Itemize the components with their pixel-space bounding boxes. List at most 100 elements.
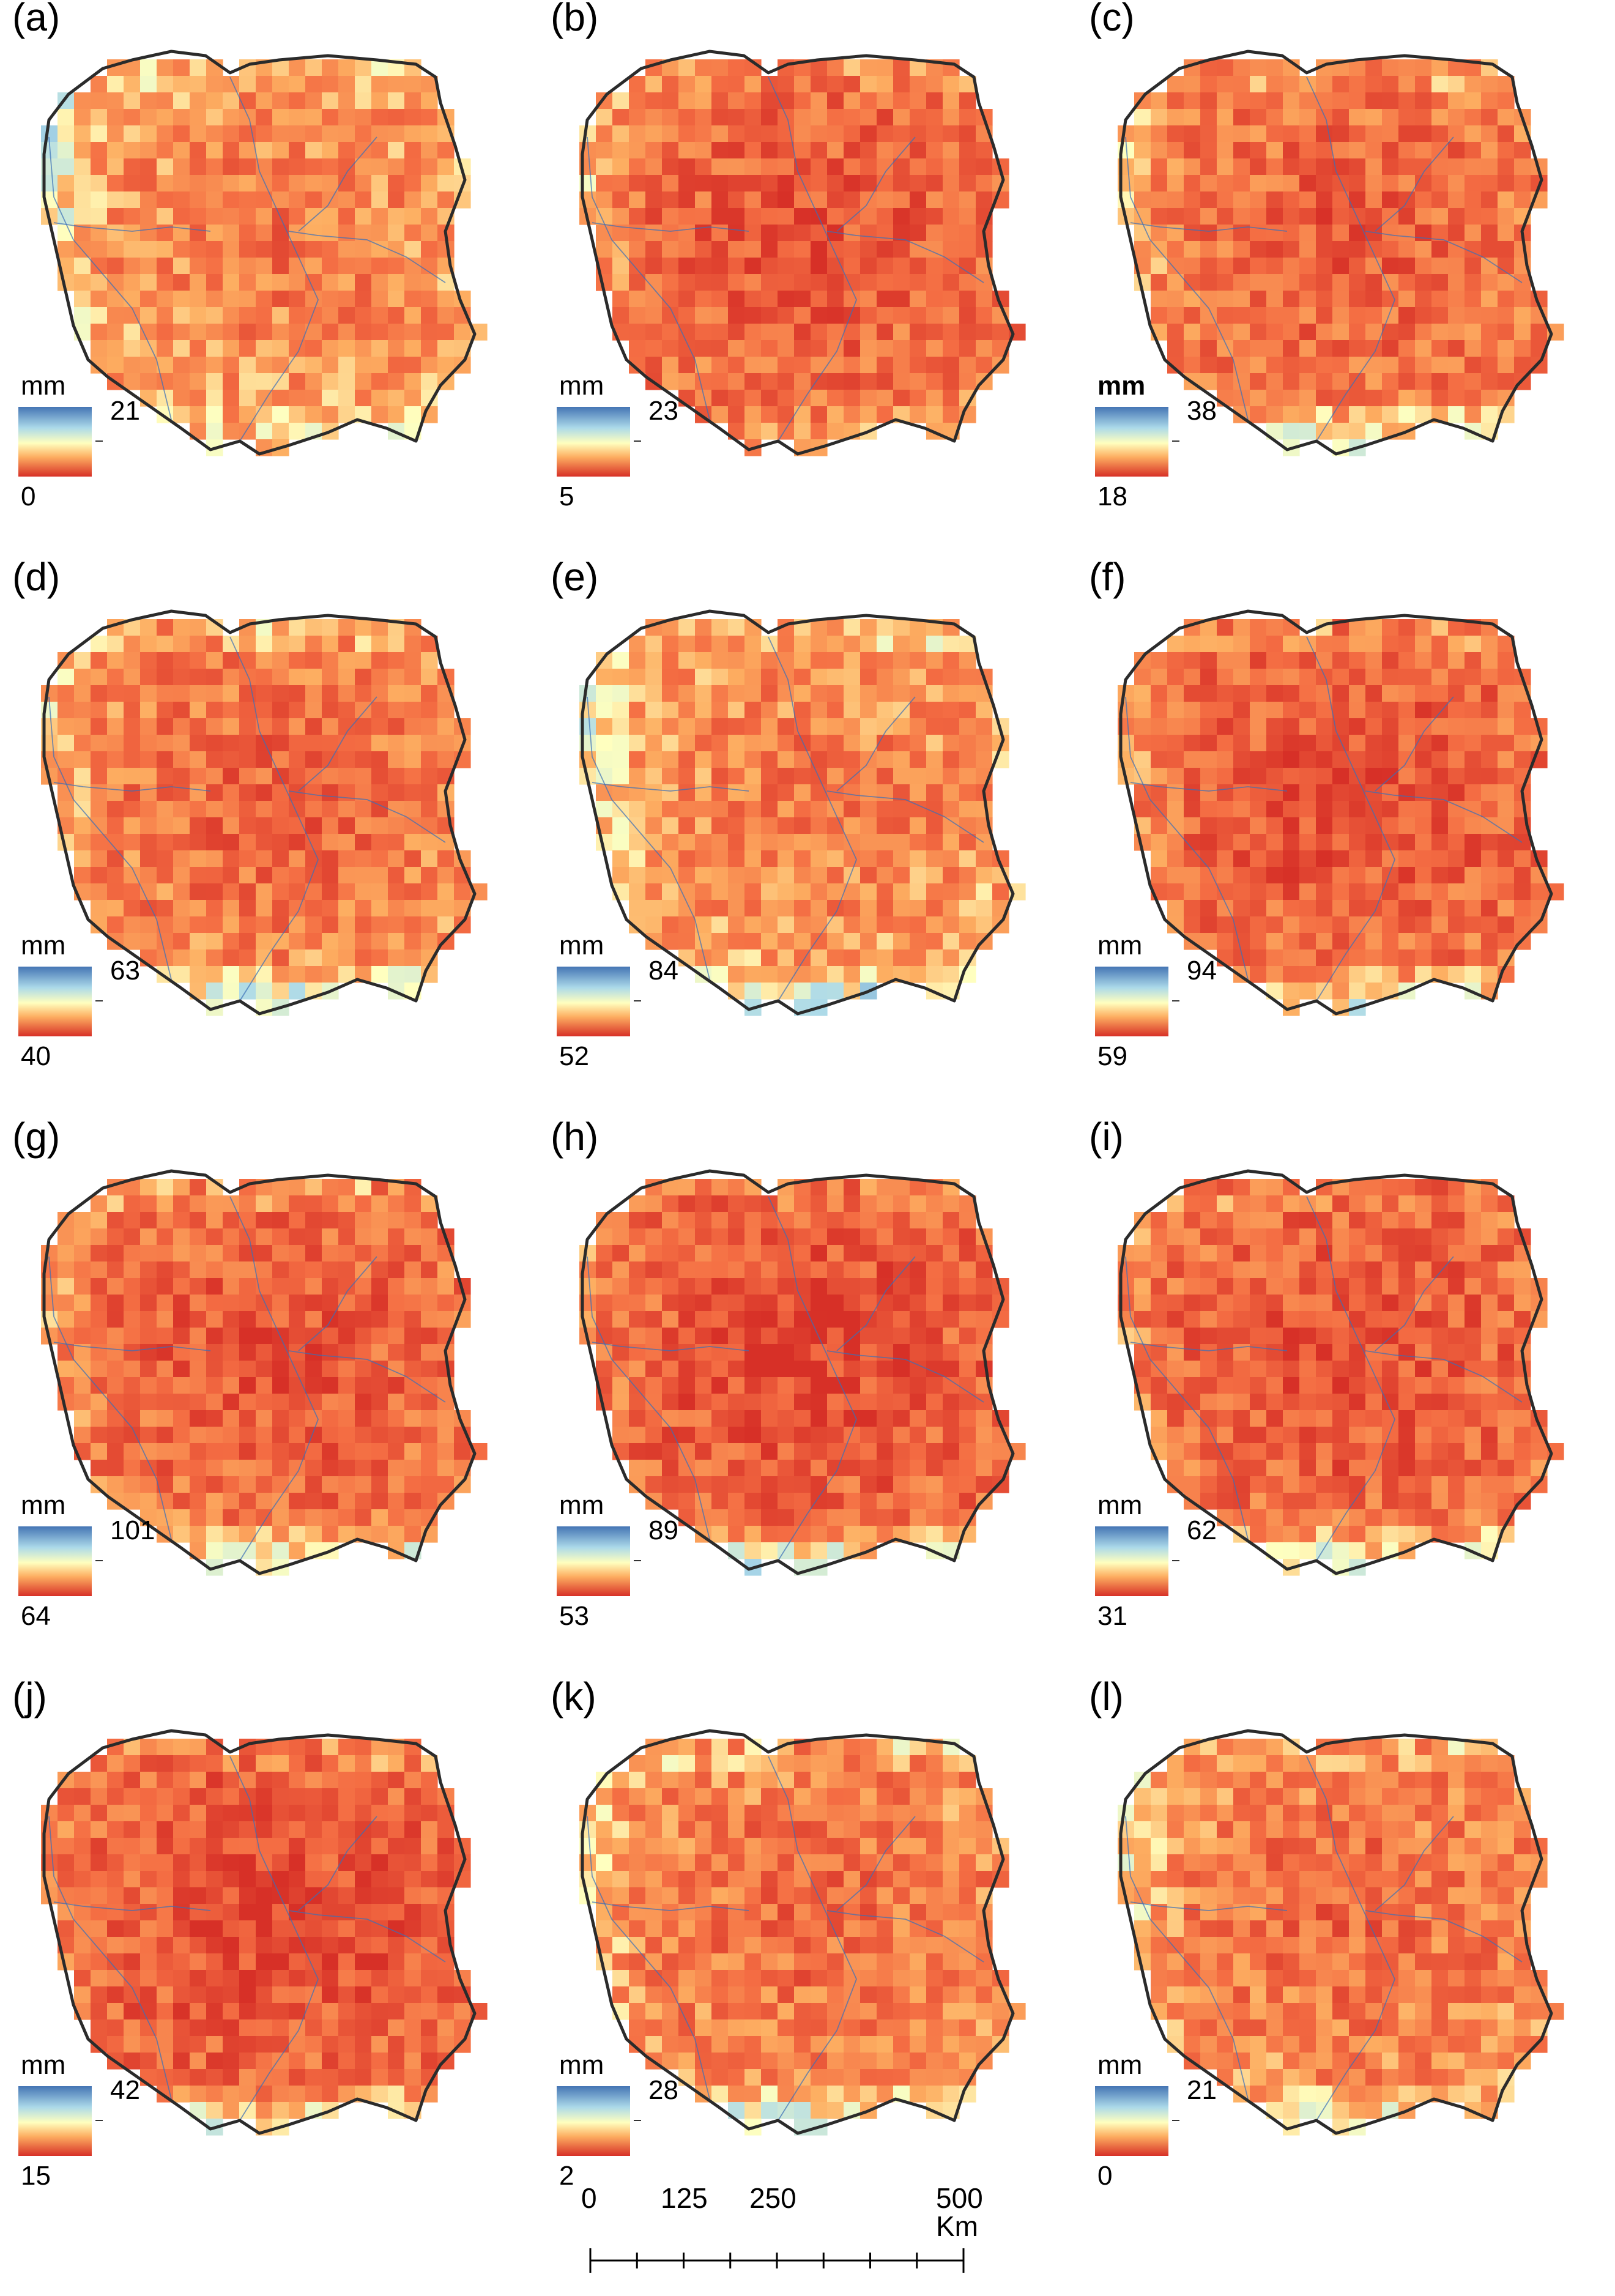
river-line-4 (298, 1816, 377, 1911)
panel-letter: (l) (1089, 1674, 1124, 1718)
river-line-2 (1365, 1910, 1523, 1963)
river-line-4 (298, 696, 377, 792)
map-panel-j: (j) mm 42 15 (0, 1677, 526, 2205)
legend-max-value: 38 (1187, 396, 1217, 426)
legend-unit: mm (21, 1490, 66, 1520)
map-panel-k: (k) mm 28 2 (538, 1677, 1064, 2205)
legend-unit: mm (21, 931, 66, 960)
country-border (42, 50, 477, 456)
map-panel-c: (c) mm 38 18 (1077, 0, 1603, 526)
scale-bar: 0 125 250 500 Km (575, 2184, 1003, 2294)
river-line-0 (768, 76, 857, 442)
precipitation-grid (1118, 619, 1564, 1016)
river-line-3 (53, 1342, 211, 1351)
legend-max-value: 62 (1187, 1515, 1217, 1545)
panel-letter: (i) (1089, 1115, 1124, 1159)
river-line-1 (1125, 696, 1249, 980)
river-line-4 (1375, 1816, 1454, 1911)
river-line-2 (288, 1350, 446, 1403)
legend-unit: mm (559, 1490, 604, 1520)
river-line-0 (1306, 76, 1395, 442)
legend-unit: mm (1097, 1490, 1143, 1520)
legend-min-value: 0 (1097, 2161, 1113, 2191)
map-panel-i: (i) mm 62 31 (1077, 1115, 1603, 1646)
river-line-2 (1365, 790, 1523, 843)
precipitation-grid (579, 1179, 1026, 1576)
river-line-4 (836, 696, 916, 792)
precipitation-grid (41, 1179, 488, 1576)
legend-min-value: 15 (21, 2161, 51, 2191)
legend-color-bar (18, 407, 92, 477)
legend-max-value: 28 (648, 2075, 678, 2105)
river-line-2 (826, 1350, 984, 1403)
river-line-3 (1130, 1342, 1288, 1351)
legend-min-value: 64 (21, 1601, 51, 1631)
scale-label-500-km: 500 Km (936, 2182, 983, 2242)
map-panel-e: (e) mm 84 52 (538, 557, 1064, 1086)
precipitation-grid (579, 59, 1026, 456)
precipitation-grid (579, 1739, 1026, 2136)
legend-color-bar (18, 2086, 92, 2156)
country-border (1119, 50, 1553, 456)
river-line-4 (836, 1816, 916, 1911)
river-line-3 (1130, 782, 1288, 792)
legend-unit: mm (21, 371, 66, 401)
river-line-4 (1375, 1256, 1454, 1351)
river-line-0 (229, 76, 319, 442)
panel-letter: (h) (551, 1115, 599, 1159)
scale-bar-graphic (589, 2248, 965, 2273)
river-line-2 (288, 1910, 446, 1963)
legend-max-value: 63 (110, 956, 140, 986)
country-border (581, 609, 1015, 1016)
river-line-3 (53, 1901, 211, 1911)
map-panel-a: (a) mm 21 0 (0, 0, 526, 526)
precipitation-map (579, 50, 1026, 456)
legend-mid-tick (634, 440, 641, 442)
precipitation-map (41, 1169, 488, 1576)
legend-color-bar (557, 967, 630, 1036)
river-line-2 (826, 790, 984, 843)
legend-color-bar (1095, 967, 1168, 1036)
legend-unit: mm (21, 2050, 66, 2080)
map-panel-d: (d) mm 63 40 (0, 557, 526, 1086)
country-border (42, 1729, 477, 2135)
precipitation-map (41, 50, 488, 456)
precipitation-grid (1118, 1179, 1564, 1576)
legend-min-value: 40 (21, 1041, 51, 1071)
scale-label-0: 0 (581, 2182, 597, 2214)
legend-max-value: 42 (110, 2075, 140, 2105)
precipitation-map (579, 1169, 1026, 1576)
river-line-0 (229, 636, 319, 1001)
legend-color-bar (557, 2086, 630, 2156)
precipitation-grid (41, 59, 488, 456)
country-border (581, 1169, 1015, 1575)
river-line-0 (768, 636, 857, 1001)
river-line-0 (1306, 1196, 1395, 1561)
legend-unit: mm (1097, 931, 1143, 960)
legend-unit: mm (559, 371, 604, 401)
legend-color-bar (1095, 1526, 1168, 1596)
river-line-1 (587, 1256, 710, 1540)
legend-mid-tick (95, 1560, 103, 1561)
river-line-0 (229, 1756, 319, 2121)
legend-min-value: 2 (559, 2161, 574, 2191)
precipitation-grid (579, 619, 1026, 1016)
legend-mid-tick (1172, 1560, 1179, 1561)
river-line-4 (298, 136, 377, 232)
river-line-1 (587, 696, 710, 980)
river-line-3 (592, 1901, 749, 1911)
precipitation-map (1118, 1169, 1564, 1576)
river-line-4 (298, 1256, 377, 1351)
river-line-2 (288, 790, 446, 843)
legend-max-value: 21 (1187, 2075, 1217, 2105)
country-border (581, 50, 1015, 456)
precipitation-map (579, 609, 1026, 1016)
legend-mid-tick (1172, 1000, 1179, 1001)
legend-max-value: 101 (110, 1515, 155, 1545)
river-line-4 (1375, 136, 1454, 232)
river-line-0 (768, 1756, 857, 2121)
river-line-4 (836, 136, 916, 232)
country-border (1119, 1169, 1553, 1575)
precipitation-map (41, 609, 488, 1016)
legend-min-value: 53 (559, 1601, 589, 1631)
